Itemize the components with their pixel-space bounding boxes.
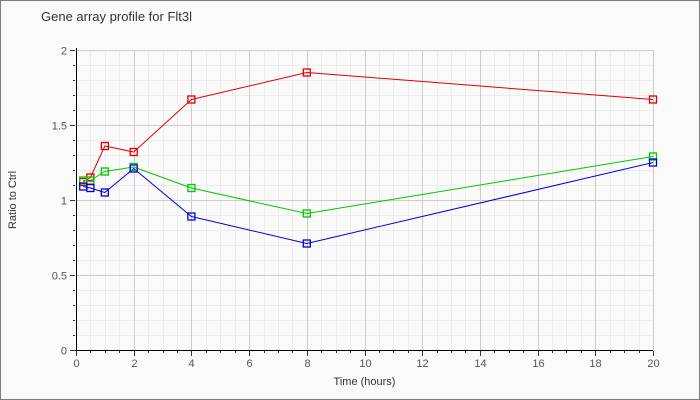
series-green-markers [79,152,658,218]
svg-text:8: 8 [304,358,310,370]
data-point-marker [302,68,311,77]
data-point-marker [187,212,196,221]
data-point-marker [302,209,311,218]
svg-text:10: 10 [359,358,371,370]
data-point-marker [187,95,196,104]
svg-text:0: 0 [61,346,67,358]
data-point-marker [648,158,658,167]
axes [71,48,653,351]
x-axis-ticks: 0 2 4 6 8 10 12 14 16 18 20 [73,351,660,370]
svg-text:Time (hours): Time (hours) [334,376,396,388]
svg-text:18: 18 [589,358,601,370]
svg-text:16: 16 [532,358,544,370]
data-point-marker [100,167,109,176]
svg-text:12: 12 [416,358,428,370]
data-point-marker [100,188,109,197]
svg-text:Ratio to Ctrl: Ratio to Ctrl [7,171,19,229]
svg-text:0.5: 0.5 [52,271,67,283]
data-point-marker [86,183,95,193]
series-blue-line [83,162,654,244]
data-point-marker [129,147,138,157]
series-red-line [82,72,654,183]
axis-titles: Time (hours) Ratio to Ctrl [7,171,395,388]
grid-major [76,50,654,350]
chart-title: Gene array profile for Flt3l [41,9,193,24]
y-axis-ticks: 0 0.5 1 1.5 2 [52,46,75,358]
svg-text:1.5: 1.5 [52,121,67,133]
svg-text:0: 0 [73,358,79,370]
data-point-marker [187,183,196,193]
data-point-marker [302,239,311,248]
series-blue-markers [79,158,658,248]
data-point-marker [648,152,658,161]
svg-text:1: 1 [61,196,67,208]
svg-text:14: 14 [474,358,486,370]
svg-text:20: 20 [647,358,659,370]
svg-text:2: 2 [131,358,137,370]
data-point-marker [100,141,109,151]
data-point-marker [648,95,658,104]
svg-text:2: 2 [61,46,67,58]
svg-text:4: 4 [188,358,194,370]
data-point-marker [129,164,138,173]
series-red-markers [79,68,658,187]
svg-text:6: 6 [246,358,252,370]
